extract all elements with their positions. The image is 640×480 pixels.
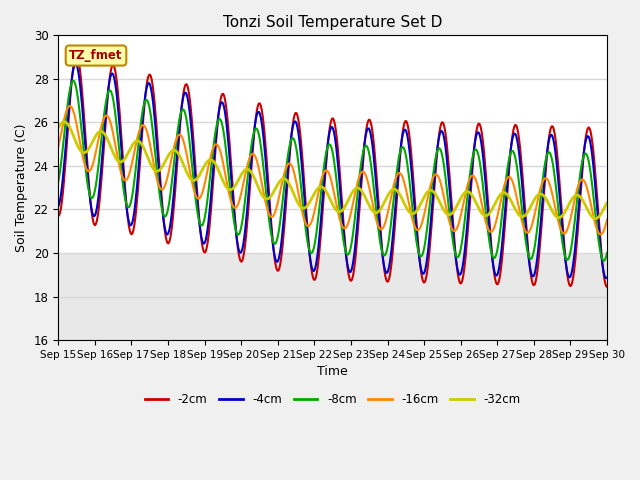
Line: -16cm: -16cm xyxy=(58,106,607,235)
-2cm xyxy=(468,167,476,173)
-2cm xyxy=(73,52,81,58)
-2cm xyxy=(422,277,429,283)
-16cm xyxy=(596,232,604,238)
-4cm xyxy=(54,204,62,209)
Text: TZ_fmet: TZ_fmet xyxy=(69,49,123,62)
-32cm xyxy=(152,168,160,174)
-16cm xyxy=(152,174,160,180)
-8cm xyxy=(303,239,311,244)
-4cm xyxy=(72,61,79,67)
-16cm xyxy=(303,223,311,229)
-32cm xyxy=(196,171,204,177)
-4cm xyxy=(422,265,429,271)
-16cm xyxy=(422,205,429,211)
-2cm xyxy=(152,120,160,126)
-32cm xyxy=(54,125,62,131)
-4cm xyxy=(603,275,611,280)
-4cm xyxy=(379,253,387,259)
-2cm xyxy=(303,225,311,230)
-8cm xyxy=(54,179,62,184)
-8cm xyxy=(379,250,387,256)
-16cm xyxy=(54,144,62,150)
-4cm xyxy=(196,228,204,233)
-32cm xyxy=(61,119,68,125)
-4cm xyxy=(303,231,311,237)
Line: -4cm: -4cm xyxy=(58,64,607,278)
-16cm xyxy=(379,226,387,231)
-2cm xyxy=(196,227,204,233)
-16cm xyxy=(468,173,476,179)
Legend: -2cm, -4cm, -8cm, -16cm, -32cm: -2cm, -4cm, -8cm, -16cm, -32cm xyxy=(140,388,525,410)
-32cm xyxy=(603,200,611,205)
-8cm xyxy=(468,156,476,161)
Bar xyxy=(58,253,607,340)
-8cm xyxy=(600,258,608,264)
-8cm xyxy=(152,161,160,167)
-16cm xyxy=(67,103,74,109)
-32cm xyxy=(303,203,311,208)
-32cm xyxy=(468,193,476,199)
-8cm xyxy=(196,221,204,227)
Line: -32cm: -32cm xyxy=(58,122,607,218)
X-axis label: Time: Time xyxy=(317,365,348,378)
Line: -2cm: -2cm xyxy=(58,55,607,287)
-32cm xyxy=(379,203,387,209)
-2cm xyxy=(54,213,62,219)
-16cm xyxy=(196,194,204,200)
-4cm xyxy=(468,161,476,167)
-8cm xyxy=(69,78,77,84)
-32cm xyxy=(591,216,599,221)
Line: -8cm: -8cm xyxy=(58,81,607,261)
-2cm xyxy=(603,284,611,290)
-8cm xyxy=(603,250,611,256)
-32cm xyxy=(422,192,429,197)
Title: Tonzi Soil Temperature Set D: Tonzi Soil Temperature Set D xyxy=(223,15,442,30)
-4cm xyxy=(602,276,610,281)
-16cm xyxy=(603,217,611,223)
-4cm xyxy=(152,134,160,140)
Y-axis label: Soil Temperature (C): Soil Temperature (C) xyxy=(15,123,28,252)
-8cm xyxy=(422,237,429,242)
-2cm xyxy=(379,252,387,257)
